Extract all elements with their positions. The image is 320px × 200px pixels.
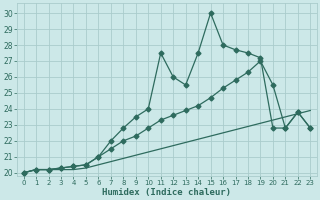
X-axis label: Humidex (Indice chaleur): Humidex (Indice chaleur) (102, 188, 231, 197)
